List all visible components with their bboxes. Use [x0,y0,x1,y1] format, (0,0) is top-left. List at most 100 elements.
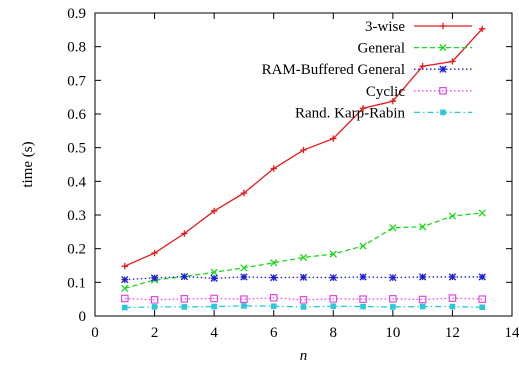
series-3 [121,272,486,284]
data-point [241,303,247,309]
data-point [270,259,278,267]
data-point [210,274,218,282]
data-point [240,264,248,272]
data-point [121,304,128,311]
y-tick-label: 0.9 [67,6,86,22]
data-point [419,303,426,310]
legend-entry: Cyclic [366,84,472,100]
data-point [121,275,129,284]
data-point [299,273,308,281]
data-point [211,303,217,310]
data-point [359,295,367,303]
y-tick-label: 0.6 [67,107,86,123]
legend-marker [439,43,447,52]
legend-entry: Rand. Karp-Rabin [295,105,472,121]
data-point [418,223,427,231]
legend-label: Cyclic [366,84,405,100]
data-point [240,189,248,197]
y-axis-label: time (s) [20,141,36,187]
legend-label: 3-wise [365,19,405,35]
data-point [270,303,277,310]
y-tick-label: 0.8 [67,40,86,56]
data-point [329,273,337,282]
x-tick-label: 2 [151,325,159,341]
legend-marker [439,65,447,73]
y-tick-label: 0.2 [67,242,86,258]
legend-entry: RAM-Buffered General [262,62,472,78]
data-point [479,25,486,33]
data-point [479,304,486,311]
series-4 [120,294,487,304]
data-point [151,249,158,257]
data-point [270,165,277,172]
x-tick-label: 10 [385,325,400,341]
series-lines [120,25,487,311]
legend-label: General [358,41,405,57]
data-point [210,207,218,215]
data-point [330,135,337,142]
data-point [180,272,189,281]
data-point [150,274,159,282]
x-tick-label: 4 [210,325,218,341]
data-point [389,295,397,303]
data-point [121,262,128,270]
data-point [448,273,457,281]
y-tick-label: 0.3 [67,208,86,224]
data-point [449,58,456,65]
data-point [151,304,158,310]
y-tick-label: 0.1 [67,275,86,291]
data-point [210,268,218,276]
y-tick-label: 0.5 [67,141,86,157]
data-point [389,224,397,232]
data-point [329,250,337,258]
data-point [359,273,367,281]
data-point [360,303,366,310]
legend-label: Rand. Karp-Rabin [295,105,405,121]
data-point [150,296,159,304]
data-point [121,284,129,293]
y-tick-label: 0 [79,309,87,325]
data-point [300,146,307,154]
data-point [359,242,367,250]
legend-marker [439,86,447,95]
data-point [359,105,367,112]
data-point [120,294,129,303]
data-point [389,98,397,105]
data-point [418,273,427,281]
legend-entry: 3-wise [365,19,472,35]
data-point [210,294,218,303]
legend-entry: General [358,41,472,57]
series-1 [121,25,486,270]
data-point [448,212,457,220]
data-point [240,295,248,303]
x-tick-label: 12 [445,325,460,341]
data-point [181,304,188,310]
data-point [330,303,337,310]
legend-marker [439,22,447,30]
x-tick-label: 6 [270,325,278,341]
data-point [419,62,426,70]
x-tick-label: 0 [91,325,99,341]
data-point [418,295,427,304]
data-point [181,230,188,237]
data-point [299,296,308,304]
y-tick-label: 0.4 [67,174,86,190]
data-point [390,304,396,310]
data-point [329,295,338,303]
data-point [240,273,248,281]
data-point [269,294,278,302]
data-point [270,273,278,282]
data-point [299,253,308,262]
legend-label: RAM-Buffered General [262,62,405,78]
data-point [389,273,397,282]
plot-area-frame [94,12,513,317]
series-5 [121,303,486,311]
data-point [478,273,486,281]
data-point [448,294,457,302]
x-tick-label: 8 [330,325,338,341]
y-tick-label: 0.7 [67,73,86,89]
data-point [478,209,486,217]
data-point [300,304,307,310]
